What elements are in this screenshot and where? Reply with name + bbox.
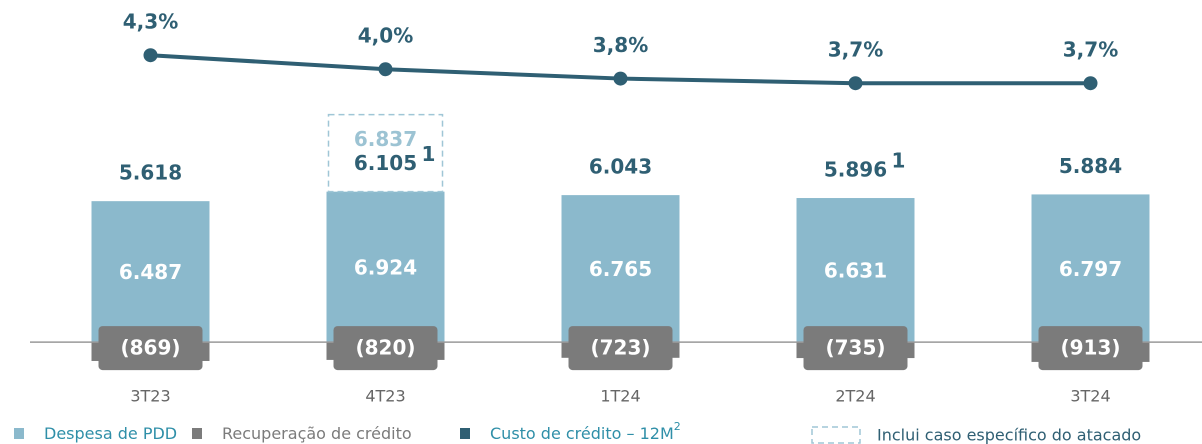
line-label: 3,7%: [828, 38, 883, 62]
total-label: 5.896: [824, 158, 887, 182]
line-point: [378, 62, 393, 77]
legend-swatch: [811, 426, 861, 444]
bar-label: 6.631: [824, 259, 887, 283]
legend-swatch: [14, 428, 24, 439]
total-note: 1: [892, 149, 906, 173]
bar: [91, 201, 210, 343]
label-box: [1038, 326, 1143, 371]
legend-text: Recuperação de crédito: [222, 424, 412, 443]
line-label: 4,0%: [358, 24, 413, 48]
label-box: [803, 326, 908, 371]
total-note: 1: [422, 142, 436, 166]
label-box: [98, 326, 203, 371]
legend-label: Inclui caso específico do atacado: [877, 426, 1141, 444]
label-box: [568, 326, 673, 371]
bar-label: 6.765: [589, 257, 652, 281]
total-label: 6.105: [354, 151, 417, 175]
line-label: 3,7%: [1063, 38, 1118, 62]
bar: [1031, 194, 1150, 343]
bar-label: 6.924: [354, 255, 417, 279]
bar-label: (820): [355, 336, 415, 360]
bar-label: 6.487: [119, 260, 182, 284]
legend-text: Custo de crédito – 12M: [490, 424, 674, 443]
bar-label: (913): [1060, 336, 1120, 360]
legend-note: 2: [674, 420, 681, 433]
total-label: 5.618: [119, 161, 182, 185]
legend-text: Despesa de PDD: [44, 424, 177, 443]
legend-label: Custo de crédito – 12M2: [490, 420, 681, 443]
special-box: [327, 113, 444, 193]
total-label: 5.884: [1059, 154, 1122, 178]
bar: [796, 198, 915, 343]
special-label: 6.837: [354, 127, 417, 151]
line-point: [143, 48, 158, 63]
line-point: [1083, 76, 1098, 91]
x-tick-label: 1T24: [600, 387, 640, 406]
label-box: [333, 326, 438, 371]
x-tick-label: 2T24: [835, 387, 875, 406]
bar-label: (869): [120, 336, 180, 360]
bar: [561, 195, 680, 343]
bar-label: (735): [825, 336, 885, 360]
legend-label: Recuperação de crédito: [222, 424, 412, 443]
line-label: 4,3%: [123, 10, 178, 34]
line-point: [848, 76, 863, 91]
x-tick-label: 3T23: [130, 387, 170, 406]
legend-swatch: [192, 428, 202, 439]
bar: [326, 191, 445, 343]
legend-swatch: [460, 428, 470, 439]
line-label: 3,8%: [593, 33, 648, 57]
x-tick-label: 3T24: [1070, 387, 1110, 406]
total-label: 6.043: [589, 155, 652, 179]
line-point: [613, 71, 628, 86]
bar-label: (723): [590, 336, 650, 360]
x-tick-label: 4T23: [365, 387, 405, 406]
legend-label: Despesa de PDD: [44, 424, 177, 443]
bar-label: 6.797: [1059, 257, 1122, 281]
